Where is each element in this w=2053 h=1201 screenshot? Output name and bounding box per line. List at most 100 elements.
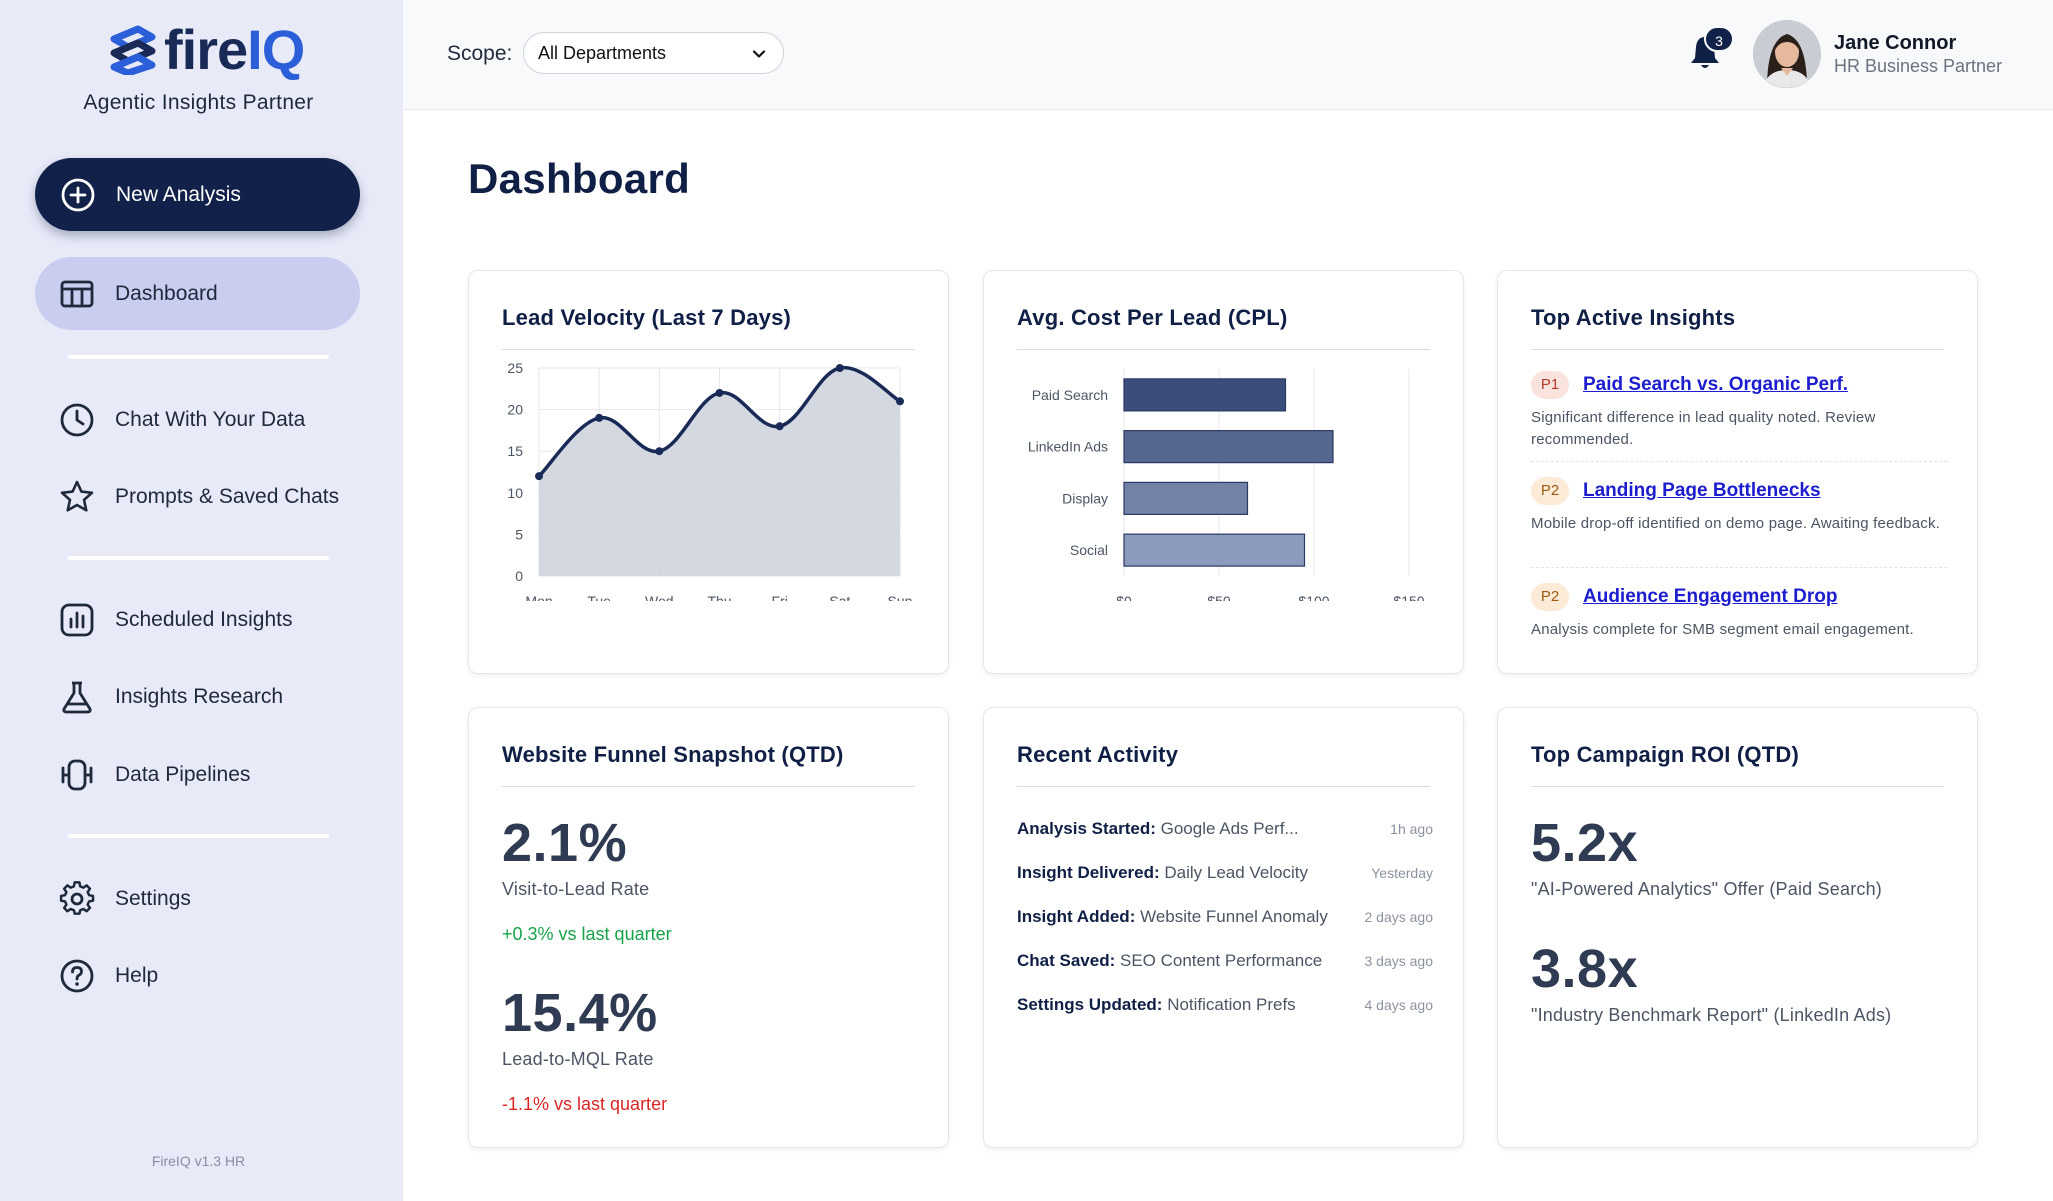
- y-tick-label: 20: [507, 402, 523, 418]
- card-title: Top Active Insights: [1531, 305, 1736, 330]
- lead-velocity-card: Lead Velocity (Last 7 Days) 0 5 10 15 20 25 Mo…: [468, 270, 949, 674]
- tagline: Agentic Insights Partner: [83, 91, 314, 114]
- visit-to-lead-delta: +0.3% vs last quarter: [502, 924, 672, 944]
- insight-link[interactable]: Landing Page Bottlenecks: [1583, 480, 1821, 501]
- insight-divider: [1531, 567, 1947, 568]
- activity-row[interactable]: Chat Saved: SEO Content Performance 3 day…: [1017, 951, 1433, 975]
- sidebar-divider: [68, 834, 329, 838]
- roi-card: Top Campaign ROI (QTD) 5.2x "AI-Powered …: [1497, 707, 1978, 1148]
- new-analysis-label: New Analysis: [116, 182, 241, 206]
- priority-badge: P2: [1531, 583, 1569, 611]
- scope-select[interactable]: All Departments: [523, 32, 784, 74]
- card-title: Website Funnel Snapshot (QTD): [502, 742, 844, 767]
- bar: [1123, 430, 1334, 464]
- x-tick-label: Fri: [772, 593, 788, 601]
- activity-time: 1h ago: [1390, 821, 1433, 837]
- bar-chart-icon: [60, 603, 94, 636]
- insight-link[interactable]: Paid Search vs. Organic Perf.: [1583, 374, 1849, 395]
- activity-row[interactable]: Insight Added: Website Funnel Anomaly 2 d…: [1017, 907, 1433, 931]
- x-tick-label: Thu: [707, 593, 731, 601]
- card-divider: [1531, 786, 1944, 787]
- table-icon: [60, 280, 94, 307]
- user-photo: [1753, 20, 1821, 88]
- data-point: [715, 388, 724, 397]
- activity-row[interactable]: Settings Updated: Notification Prefs 4 da…: [1017, 995, 1433, 1019]
- priority-badge: P1: [1531, 371, 1569, 399]
- data-point: [655, 447, 664, 456]
- x-tick-label: Wed: [645, 593, 674, 601]
- bar: [1123, 533, 1306, 567]
- lead-to-mql-label: Lead-to-MQL Rate: [502, 1049, 654, 1069]
- activity-detail: Daily Lead Velocity: [1164, 863, 1309, 882]
- roi-value: 3.8x: [1531, 939, 1639, 999]
- y-tick-label: 5: [515, 526, 523, 542]
- insight-item: P2 Landing Page Bottlenecks Mobile drop-o…: [1531, 477, 1947, 535]
- data-point: [835, 364, 844, 372]
- avatar[interactable]: [1753, 20, 1821, 88]
- sidebar-item-scheduled[interactable]: Scheduled Insights: [35, 583, 360, 656]
- x-tick-label: $100: [1298, 593, 1329, 601]
- cpl-chart: $0 $50 $100 $150 Paid Search LinkedIn Ads Disp…: [1028, 369, 1425, 601]
- activity-card: Recent Activity Analysis Started: Google…: [983, 707, 1464, 1148]
- card-title: Lead Velocity (Last 7 Days): [502, 305, 792, 330]
- visit-to-lead-value: 2.1%: [502, 813, 628, 873]
- activity-detail: Google Ads Perf...: [1160, 819, 1299, 838]
- sidebar-item-chat[interactable]: Chat With Your Data: [35, 383, 360, 456]
- new-analysis-button[interactable]: New Analysis: [35, 158, 360, 231]
- data-point: [775, 422, 784, 431]
- plus-circle-icon: [61, 178, 95, 211]
- y-tick-label: 15: [507, 443, 523, 459]
- scope-value: All Departments: [538, 42, 667, 63]
- insight-description: Significant difference in lead quality n…: [1531, 409, 1876, 448]
- card-title: Top Campaign ROI (QTD): [1531, 742, 1799, 767]
- category-label: LinkedIn Ads: [1028, 439, 1108, 455]
- sidebar-item-label: Help: [115, 963, 159, 987]
- sidebar-item-research[interactable]: Insights Research: [35, 660, 360, 733]
- sidebar-item-help[interactable]: Help: [35, 939, 360, 1012]
- sidebar-item-pipelines[interactable]: Data Pipelines: [35, 738, 360, 811]
- card-divider: [502, 349, 915, 350]
- card-title: Avg. Cost Per Lead (CPL): [1017, 305, 1288, 330]
- activity-label: Analysis Started:: [1017, 819, 1156, 838]
- lead-velocity-chart: 0 5 10 15 20 25 Mon Tue Wed Thu Fri Sat Sun: [507, 361, 912, 601]
- insight-divider: [1531, 461, 1947, 462]
- area-fill: [539, 367, 900, 576]
- x-tick-label: Sat: [829, 593, 850, 601]
- y-tick-label: 0: [515, 568, 523, 584]
- sidebar-item-label: Settings: [115, 886, 191, 910]
- star-icon: [60, 480, 94, 512]
- page-title: Dashboard: [468, 155, 691, 202]
- help-icon: [60, 959, 94, 992]
- logo[interactable]: fireIQ: [108, 18, 305, 81]
- scope-label: Scope:: [447, 42, 513, 65]
- y-tick-label: 10: [507, 485, 523, 501]
- flask-icon: [62, 681, 92, 713]
- activity-row[interactable]: Analysis Started: Google Ads Perf... 1h a…: [1017, 819, 1433, 843]
- activity-time: 3 days ago: [1364, 953, 1434, 969]
- clock-icon: [60, 403, 94, 436]
- sidebar-item-label: Data Pipelines: [115, 762, 251, 786]
- lead-to-mql-value: 15.4%: [502, 983, 658, 1043]
- gear-icon: [59, 880, 95, 915]
- card-divider: [1017, 349, 1430, 350]
- user-name: Jane Connor: [1834, 32, 1957, 54]
- lead-to-mql-delta: -1.1% vs last quarter: [502, 1094, 668, 1114]
- category-label: Social: [1070, 542, 1108, 558]
- roi-label: "Industry Benchmark Report" (LinkedIn Ad…: [1531, 1005, 1892, 1025]
- data-point: [896, 397, 904, 406]
- activity-label: Insight Added:: [1017, 907, 1136, 926]
- sidebar-item-settings[interactable]: Settings: [35, 862, 360, 935]
- insight-description: Mobile drop-off identified on demo page.…: [1531, 515, 1941, 532]
- logo-word-fire: fire: [164, 18, 248, 81]
- x-tick-label: $150: [1393, 593, 1424, 601]
- sidebar-item-dashboard[interactable]: Dashboard: [35, 257, 360, 330]
- roi-label: "AI-Powered Analytics" Offer (Paid Searc…: [1531, 879, 1882, 899]
- insight-link[interactable]: Audience Engagement Drop: [1583, 586, 1838, 607]
- cpl-card: Avg. Cost Per Lead (CPL) $0 $50 $100 $150 Pa…: [983, 270, 1464, 674]
- card-divider: [502, 786, 915, 787]
- user-role: HR Business Partner: [1834, 56, 2003, 76]
- top-bar: Scope: All Departments 3 Jane Connor HR …: [403, 0, 2053, 110]
- insight-description: Analysis complete for SMB segment email …: [1531, 621, 1914, 638]
- sidebar-item-prompts[interactable]: Prompts & Saved Chats: [35, 460, 360, 533]
- activity-row[interactable]: Insight Delivered: Daily Lead Velocity Ye…: [1017, 863, 1433, 887]
